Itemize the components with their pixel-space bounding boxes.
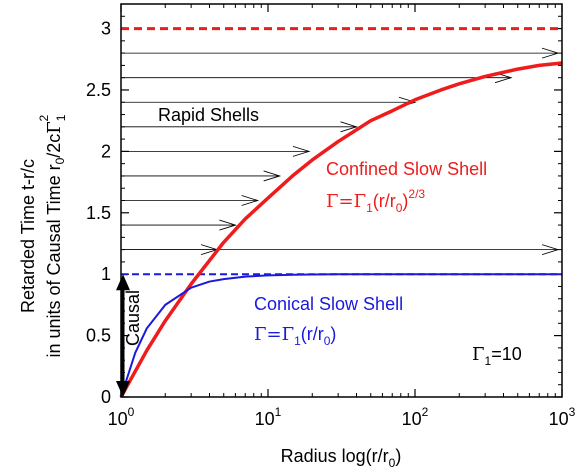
y-tick-label-6: 3 [101,19,111,39]
causal-label: Causal [123,290,143,346]
y-tick-label-3: 1.5 [86,203,111,223]
rapid-shell-arrowhead-6 [241,195,260,206]
rapid-shell-arrowhead-0 [541,47,560,59]
rapid-shell-arrowhead-9 [541,244,560,256]
y-tick-label-1: 0.5 [86,326,111,346]
conical-slow-shell-equation: Γ=Γ1(r/r0) [254,324,336,348]
axis-ticks: 0 0.5 1 1.5 2 2.5 3 100 101 102 103 [86,4,576,429]
y-axis-label-line1: Retarded Time t-r/c [18,159,38,313]
rapid-shell-arrowhead-3 [340,121,359,133]
series-conical-line [120,273,562,398]
causal-arrow-head-up [116,274,130,291]
y-tick-label-4: 2 [101,141,111,161]
causal-arrow-group [116,274,130,397]
rapid-shells [121,47,560,256]
series-lines [119,61,563,398]
rapid-shells-label: Rapid Shells [158,105,259,125]
y-tick-label-5: 2.5 [86,80,111,100]
rapid-shell-arrowhead-4 [292,145,311,157]
x-tick-label-1: 101 [255,405,282,429]
conical-slow-shell-label: Conical Slow Shell [254,294,403,314]
confined-slow-shell-label: Confined Slow Shell [326,159,487,179]
y-axis-label-line2: in units of Causal Time r0/2cΓ12 [37,114,68,357]
x-tick-label-2: 102 [402,405,429,429]
causal-arrow-head-down [116,381,130,397]
rapid-shell-arrowhead-7 [219,219,237,231]
confined-slow-shell-equation: Γ=Γ1(r/r0)2/3 [326,187,425,215]
plot-frame [120,3,563,398]
x-tick-label-3: 103 [549,405,576,429]
x-axis-label: Radius log(r/r0) [281,446,402,470]
y-tick-label-0: 0 [101,387,111,407]
x-tick-label-0: 100 [108,405,135,429]
y-tick-label-2: 1 [101,264,111,284]
gamma-value-label: Γ1=10 [472,344,522,368]
rapid-shell-arrowhead-5 [263,170,282,182]
series-confined-line [119,61,563,398]
